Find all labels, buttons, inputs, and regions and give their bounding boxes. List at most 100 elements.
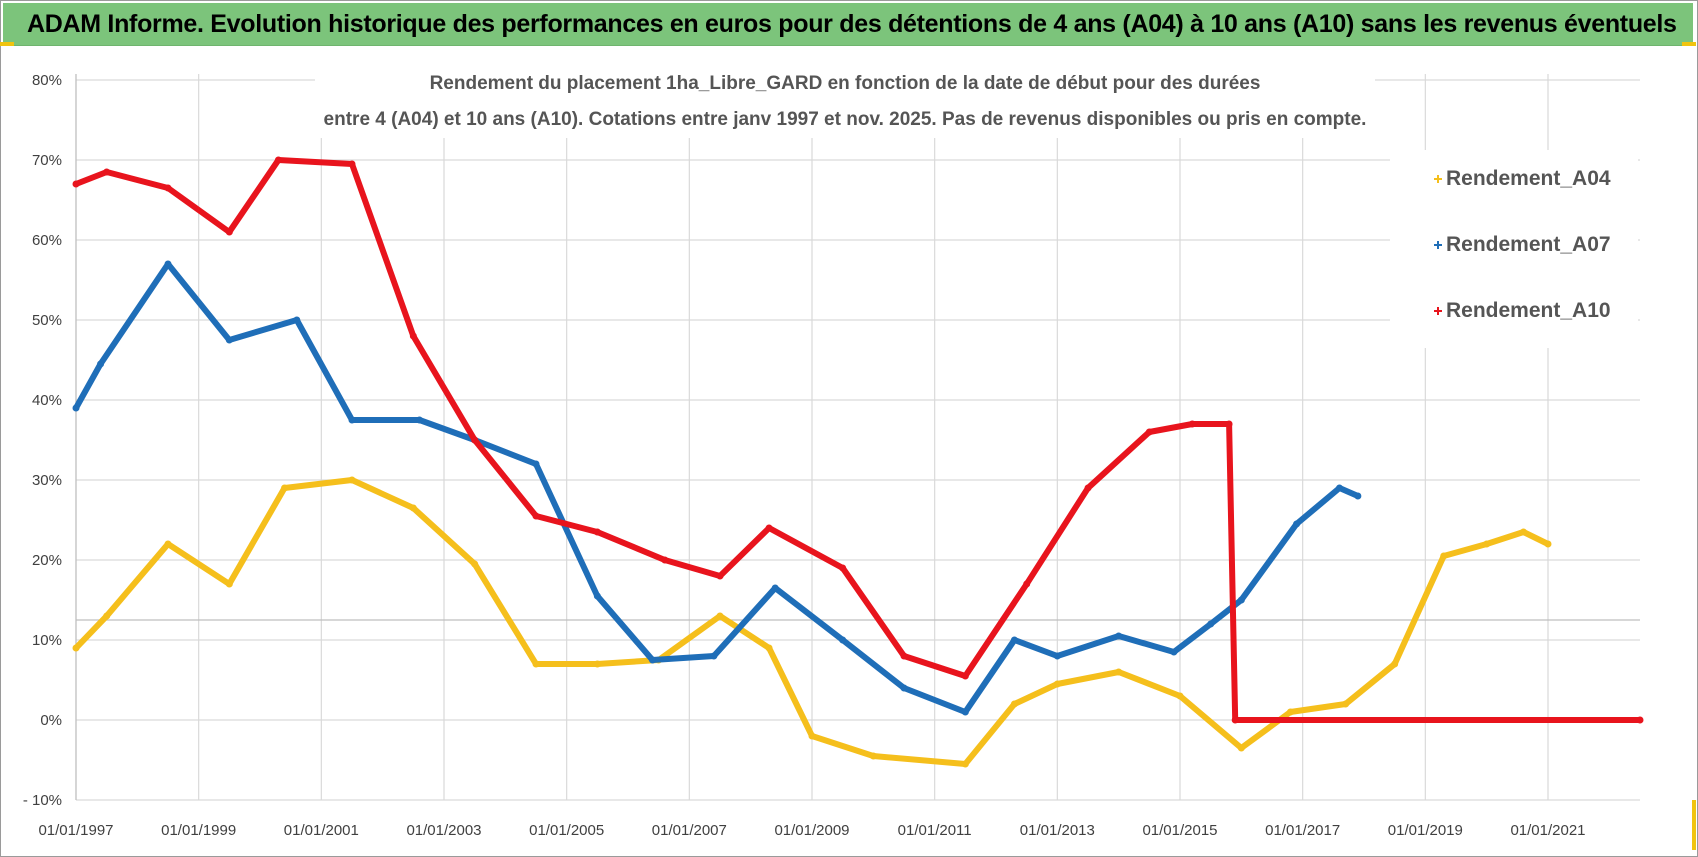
data-point xyxy=(72,180,80,188)
data-point xyxy=(765,524,773,532)
legend-marker-icon xyxy=(1434,175,1442,183)
data-point xyxy=(293,316,301,324)
chart-title-line2: entre 4 (A04) et 10 ans (A10). Cotations… xyxy=(324,109,1367,130)
data-point xyxy=(839,564,847,572)
data-point xyxy=(409,332,417,340)
data-point xyxy=(961,708,969,716)
data-point xyxy=(1286,708,1294,716)
data-point xyxy=(869,752,877,760)
series-line-rendement-a04 xyxy=(73,477,1551,767)
data-point xyxy=(1519,528,1527,536)
data-point xyxy=(409,504,417,512)
legend-box xyxy=(1390,150,1638,348)
data-point xyxy=(593,660,601,668)
data-point xyxy=(225,580,233,588)
data-point xyxy=(225,336,233,344)
x-tick-label: 01/01/1997 xyxy=(38,822,113,839)
legend-item: Rendement_A10 xyxy=(1434,299,1611,322)
x-tick-label: 01/01/2003 xyxy=(406,822,481,839)
corner-mark-bottom-right xyxy=(1692,800,1696,850)
legend-item: Rendement_A04 xyxy=(1434,167,1611,190)
data-point xyxy=(103,168,111,176)
x-tick-label: 01/01/2019 xyxy=(1388,822,1463,839)
x-tick-label: 01/01/2009 xyxy=(774,822,849,839)
x-tick-label: 01/01/1999 xyxy=(161,822,236,839)
legend-label: Rendement_A07 xyxy=(1446,233,1611,256)
data-point xyxy=(72,644,80,652)
data-point xyxy=(1237,744,1245,752)
y-tick-label: 10% xyxy=(32,632,62,649)
legend-label: Rendement_A10 xyxy=(1446,299,1611,322)
data-point xyxy=(765,644,773,652)
title-background xyxy=(315,58,1375,138)
y-tick-label: - 10% xyxy=(23,792,62,809)
data-point xyxy=(1225,420,1233,428)
data-point xyxy=(164,184,172,192)
data-point xyxy=(839,636,847,644)
data-point xyxy=(771,584,779,592)
data-point xyxy=(900,684,908,692)
data-point xyxy=(1207,620,1215,628)
data-point xyxy=(103,612,111,620)
data-point xyxy=(274,156,282,164)
data-point xyxy=(72,404,80,412)
data-point xyxy=(1544,540,1552,548)
data-point xyxy=(1342,700,1350,708)
data-point xyxy=(348,416,356,424)
data-point xyxy=(1053,652,1061,660)
x-tick-label: 01/01/2015 xyxy=(1142,822,1217,839)
x-tick-label: 01/01/2017 xyxy=(1265,822,1340,839)
series-layer xyxy=(72,156,1644,768)
data-point xyxy=(1170,648,1178,656)
data-point xyxy=(1053,680,1061,688)
data-point xyxy=(348,160,356,168)
data-point xyxy=(1145,428,1153,436)
data-point xyxy=(1354,492,1362,500)
data-point xyxy=(1237,596,1245,604)
data-point xyxy=(808,732,816,740)
data-point xyxy=(961,760,969,768)
y-tick-label: 70% xyxy=(32,152,62,169)
y-tick-label: 60% xyxy=(32,232,62,249)
data-point xyxy=(225,228,233,236)
y-tick-label: 40% xyxy=(32,392,62,409)
y-tick-label: 30% xyxy=(32,472,62,489)
axis-layer: 80% 70% 60% 50% 40% 30% 20% 10% 0% - 10% 01/01/199… xyxy=(23,72,1586,839)
data-point xyxy=(97,360,105,368)
data-point xyxy=(1231,716,1239,724)
corner-mark-top-right xyxy=(1682,42,1696,46)
data-point xyxy=(1115,632,1123,640)
x-tick-label: 01/01/2005 xyxy=(529,822,604,839)
x-tick-label: 01/01/2011 xyxy=(898,822,972,839)
grid-layer xyxy=(75,74,1640,801)
data-point xyxy=(471,436,479,444)
series-line-rendement-a07 xyxy=(73,261,1361,715)
x-tick-label: 01/01/2007 xyxy=(652,822,727,839)
data-point xyxy=(1440,552,1448,560)
banner-title: ADAM Informe. Evolution historique des p… xyxy=(27,10,1677,38)
data-point xyxy=(415,416,423,424)
y-tick-label: 20% xyxy=(32,552,62,569)
data-point xyxy=(1335,484,1343,492)
data-point xyxy=(649,656,657,664)
header-banner: ADAM Informe. Evolution historique des p… xyxy=(3,3,1693,46)
data-point xyxy=(164,260,172,268)
corner-mark-top-left xyxy=(0,42,14,46)
data-point xyxy=(1293,520,1301,528)
data-point xyxy=(1188,420,1196,428)
y-tick-label: 80% xyxy=(32,72,62,89)
data-point xyxy=(710,652,718,660)
data-point xyxy=(1483,540,1491,548)
x-tick-label: 01/01/2001 xyxy=(284,822,359,839)
legend-marker-icon xyxy=(1434,307,1442,315)
data-point xyxy=(716,572,724,580)
legend-item: Rendement_A07 xyxy=(1434,233,1611,256)
data-point xyxy=(1010,636,1018,644)
data-point xyxy=(348,476,356,484)
x-tick-label: 01/01/2021 xyxy=(1510,822,1585,839)
data-point xyxy=(1391,660,1399,668)
data-point xyxy=(1010,700,1018,708)
data-point xyxy=(164,540,172,548)
legend-label: Rendement_A04 xyxy=(1446,167,1611,190)
